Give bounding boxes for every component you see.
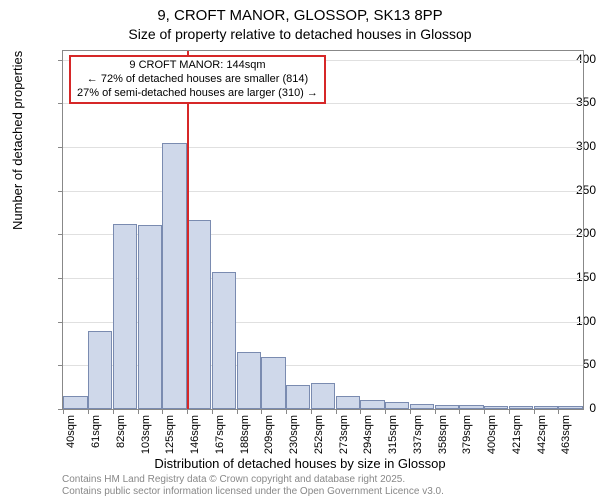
ytick-mark	[58, 60, 63, 61]
histogram-bar	[336, 396, 360, 409]
xtick-label: 421sqm	[511, 415, 523, 454]
xtick-mark	[336, 409, 337, 414]
histogram-bar	[360, 400, 384, 409]
histogram-bar	[385, 402, 409, 409]
y-axis-label: Number of detached properties	[10, 51, 25, 230]
callout-line-2: ← 72% of detached houses are smaller (81…	[77, 73, 318, 87]
ytick-mark	[58, 365, 63, 366]
chart-subtitle: Size of property relative to detached ho…	[0, 26, 600, 46]
histogram-bar	[311, 383, 335, 409]
xtick-mark	[459, 409, 460, 414]
histogram-bar	[138, 225, 162, 409]
xtick-mark	[113, 409, 114, 414]
callout-line-1: 9 CROFT MANOR: 144sqm	[77, 59, 318, 73]
xtick-label: 315sqm	[387, 415, 399, 454]
xtick-mark	[212, 409, 213, 414]
gridline	[63, 147, 583, 148]
xtick-mark	[385, 409, 386, 414]
xtick-mark	[311, 409, 312, 414]
reference-line	[187, 51, 189, 409]
xtick-mark	[286, 409, 287, 414]
reference-callout: 9 CROFT MANOR: 144sqm← 72% of detached h…	[69, 55, 326, 104]
xtick-label: 230sqm	[288, 415, 300, 454]
histogram-bar	[435, 405, 459, 409]
histogram-bar	[237, 352, 261, 409]
xtick-label: 252sqm	[313, 415, 325, 454]
xtick-label: 273sqm	[338, 415, 350, 454]
xtick-mark	[88, 409, 89, 414]
xtick-label: 463sqm	[560, 415, 572, 454]
histogram-bar	[286, 385, 310, 409]
xtick-mark	[138, 409, 139, 414]
histogram-bar	[88, 331, 112, 409]
plot-area: 9 CROFT MANOR: 144sqm← 72% of detached h…	[62, 50, 584, 410]
xtick-mark	[63, 409, 64, 414]
ytick-mark	[58, 147, 63, 148]
xtick-mark	[484, 409, 485, 414]
xtick-label: 40sqm	[65, 415, 77, 448]
footer-line-2: Contains public sector information licen…	[62, 486, 444, 498]
xtick-mark	[187, 409, 188, 414]
xtick-mark	[435, 409, 436, 414]
chart-container: 9, CROFT MANOR, GLOSSOP, SK13 8PP Size o…	[0, 0, 600, 500]
xtick-mark	[509, 409, 510, 414]
xtick-mark	[261, 409, 262, 414]
histogram-bar	[410, 404, 434, 409]
histogram-bar	[509, 406, 533, 409]
histogram-bar	[187, 220, 211, 409]
xtick-mark	[558, 409, 559, 414]
xtick-mark	[162, 409, 163, 414]
xtick-label: 103sqm	[140, 415, 152, 454]
ytick-mark	[58, 322, 63, 323]
chart-title: 9, CROFT MANOR, GLOSSOP, SK13 8PP	[0, 0, 600, 26]
histogram-bar	[459, 405, 483, 409]
x-axis-label: Distribution of detached houses by size …	[0, 456, 600, 471]
xtick-label: 209sqm	[263, 415, 275, 454]
histogram-bar	[162, 143, 186, 409]
xtick-label: 379sqm	[461, 415, 473, 454]
histogram-bar	[212, 272, 236, 409]
callout-line-3: 27% of semi-detached houses are larger (…	[77, 87, 318, 101]
xtick-mark	[237, 409, 238, 414]
xtick-label: 294sqm	[362, 415, 374, 454]
xtick-mark	[360, 409, 361, 414]
histogram-bar	[534, 406, 558, 409]
xtick-label: 167sqm	[214, 415, 226, 454]
ytick-mark	[58, 278, 63, 279]
histogram-bar	[63, 396, 87, 409]
histogram-bar	[261, 357, 285, 409]
xtick-label: 358sqm	[437, 415, 449, 454]
ytick-mark	[58, 234, 63, 235]
xtick-label: 442sqm	[536, 415, 548, 454]
xtick-label: 82sqm	[115, 415, 127, 448]
xtick-label: 146sqm	[189, 415, 201, 454]
xtick-label: 337sqm	[412, 415, 424, 454]
footer-line-1: Contains HM Land Registry data © Crown c…	[62, 474, 444, 486]
xtick-label: 188sqm	[239, 415, 251, 454]
xtick-mark	[534, 409, 535, 414]
ytick-mark	[58, 103, 63, 104]
gridline	[63, 191, 583, 192]
xtick-label: 61sqm	[90, 415, 102, 448]
xtick-mark	[410, 409, 411, 414]
histogram-bar	[558, 406, 582, 409]
xtick-label: 400sqm	[486, 415, 498, 454]
histogram-bar	[484, 406, 508, 409]
ytick-mark	[58, 191, 63, 192]
xtick-label: 125sqm	[164, 415, 176, 454]
histogram-bar	[113, 224, 137, 409]
footer-attribution: Contains HM Land Registry data © Crown c…	[62, 474, 444, 498]
